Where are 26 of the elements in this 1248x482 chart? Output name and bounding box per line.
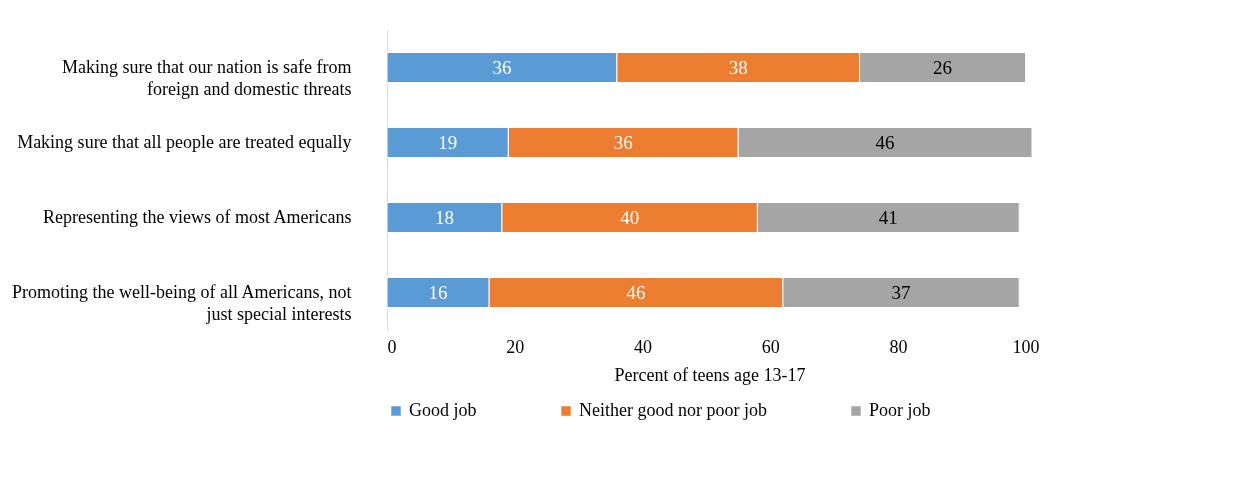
legend-label: Poor job	[869, 400, 931, 420]
y-tick-label: Promoting the well-being of all Americans, not just special interests	[12, 281, 352, 324]
x-tick-label: 0	[387, 336, 397, 357]
x-tick-label: 40	[633, 336, 652, 357]
data-label: 38	[728, 56, 748, 78]
x-axis-title: Percent of teens age 13-17	[614, 364, 806, 385]
x-tick-label: 80	[889, 336, 908, 357]
data-label: 46	[626, 281, 646, 303]
x-tick-label: 20	[506, 336, 525, 357]
data-label: 36	[613, 131, 633, 153]
y-tick-label: Representing the views of most Americans	[43, 206, 352, 227]
y-tick-label: Making sure that all people are treated equally	[17, 131, 352, 152]
data-label: 40	[620, 206, 640, 228]
y-tick-label: Making sure that our nation is safe from foreign and domestic threats	[62, 56, 352, 99]
data-label: 19	[438, 131, 458, 153]
legend-label: Neither good nor poor job	[579, 400, 767, 420]
data-label: 46	[875, 131, 895, 153]
data-label: 18	[434, 206, 454, 228]
data-label: 37	[891, 281, 911, 303]
legend-label: Good job	[409, 400, 477, 420]
x-tick-label: 60	[761, 336, 780, 357]
data-label: 26	[933, 56, 953, 78]
x-tick-label: 100	[1012, 336, 1040, 357]
data-label: 41	[878, 206, 898, 228]
data-label: 36	[492, 56, 512, 78]
data-label: 16	[428, 281, 448, 303]
